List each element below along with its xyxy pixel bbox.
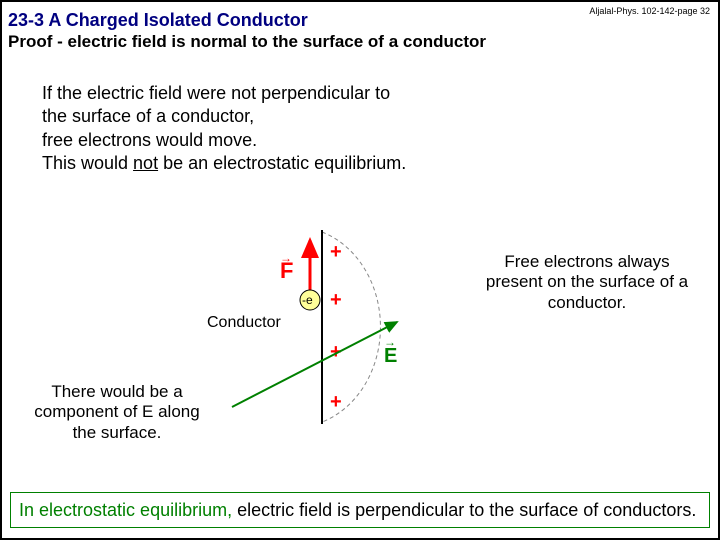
conclusion-box: In electrostatic equilibrium, electric f… <box>10 492 710 529</box>
boxed-rest: electric field is perpendicular to the s… <box>232 500 696 520</box>
section-title: 23-3 A Charged Isolated Conductor <box>8 10 308 31</box>
svg-text:+: + <box>330 241 342 263</box>
para1-line2: the surface of a conductor, <box>42 106 254 126</box>
subtitle: Proof - electric field is normal to the … <box>8 32 486 52</box>
right-annotation: Free electrons always present on the sur… <box>482 252 692 313</box>
header-ref: Aljalal-Phys. 102-142-page 32 <box>589 6 710 16</box>
svg-text:F: F <box>280 258 293 283</box>
para1-line3: free electrons would move. <box>42 130 257 150</box>
para1-not: not <box>133 153 158 173</box>
para1-line1: If the electric field were not perpendic… <box>42 83 390 103</box>
para1-line4b: be an electrostatic equilibrium. <box>158 153 406 173</box>
proof-paragraph: If the electric field were not perpendic… <box>42 82 406 176</box>
svg-text:+: + <box>330 289 342 311</box>
boxed-highlight: In electrostatic equilibrium, <box>19 500 232 520</box>
conductor-label: Conductor <box>207 314 281 332</box>
svg-text:+: + <box>330 391 342 413</box>
svg-text:E: E <box>384 345 397 367</box>
svg-text:-e: -e <box>302 293 313 307</box>
para1-line4a: This would <box>42 153 133 173</box>
